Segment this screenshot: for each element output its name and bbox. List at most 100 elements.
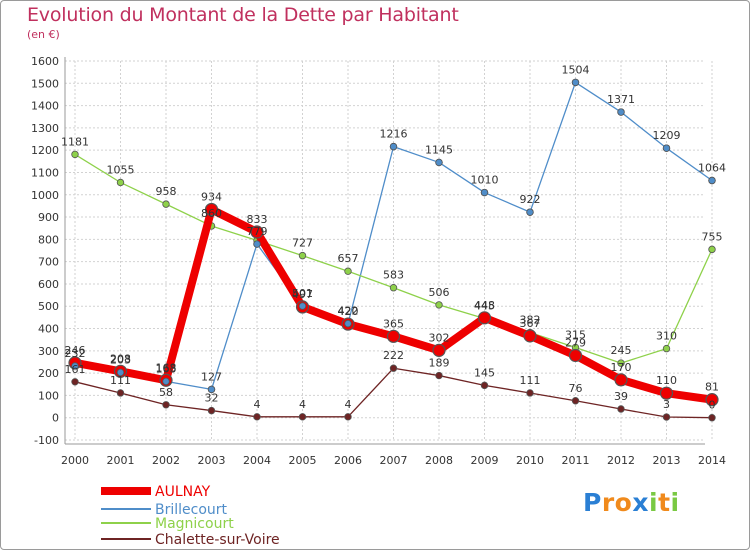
data-point [662, 344, 671, 353]
data-label: 208 [110, 352, 131, 365]
data-label: 4 [345, 398, 352, 411]
data-label: 163 [156, 362, 177, 375]
data-point [253, 240, 261, 248]
data-label: 302 [429, 331, 450, 344]
data-point [480, 381, 489, 390]
data-point [162, 377, 170, 386]
data-label: 1209 [653, 129, 681, 142]
logo-letter: o [614, 488, 633, 517]
data-point [662, 144, 671, 152]
data-point [253, 413, 261, 421]
y-tick-label: 1100 [31, 166, 59, 179]
logo-letter: i [649, 488, 659, 517]
y-tick-label: 200 [38, 367, 59, 380]
data-point [705, 393, 719, 407]
data-label: 958 [156, 185, 177, 198]
data-label: 232 [65, 347, 86, 360]
series-chalette-sur-voire [71, 364, 716, 422]
data-label: 145 [474, 366, 495, 379]
legend-label: AULNAY [155, 484, 211, 500]
x-tick-label: 2011 [562, 454, 590, 467]
x-tick-label: 2001 [107, 454, 135, 467]
data-point [207, 385, 216, 394]
data-label: 1055 [107, 164, 135, 177]
data-label: 1010 [471, 174, 499, 187]
data-label: 81 [705, 381, 719, 394]
data-label: 111 [110, 374, 131, 387]
data-label: 657 [338, 252, 359, 265]
data-point [708, 414, 716, 422]
data-point [526, 389, 534, 397]
data-point [477, 311, 492, 325]
x-tick-label: 2003 [198, 454, 226, 467]
data-point [568, 348, 583, 363]
data-label: 833 [247, 213, 268, 226]
x-tick-label: 2005 [289, 454, 317, 467]
data-point [204, 202, 219, 217]
y-tick-label: 700 [38, 256, 59, 269]
data-point [116, 389, 125, 397]
data-label: 4 [299, 398, 306, 411]
data-point [389, 142, 398, 151]
data-label: 1181 [61, 135, 89, 148]
data-label: 170 [611, 361, 632, 374]
x-tick-label: 2002 [152, 454, 180, 467]
data-point [344, 267, 352, 275]
data-point [389, 284, 398, 292]
x-tick-label: 2007 [380, 454, 408, 467]
data-label: 501 [292, 287, 313, 300]
y-tick-label: 1200 [31, 144, 59, 157]
y-tick-label: 500 [38, 300, 59, 313]
series-aulnay [68, 202, 719, 407]
chart-subtitle: (en €) [27, 28, 60, 41]
data-label: 39 [614, 390, 628, 403]
data-label: 3 [663, 398, 670, 411]
legend-label: Magnicourt [155, 516, 234, 532]
data-label: 422 [338, 305, 359, 318]
data-label: 1371 [607, 93, 635, 106]
data-label: 222 [383, 349, 404, 362]
data-label: 0 [709, 399, 716, 412]
data-label: 168 [156, 361, 177, 374]
data-point [435, 301, 443, 309]
y-tick-label: 1300 [31, 122, 59, 135]
y-tick-label: 1500 [31, 77, 59, 90]
data-point [708, 176, 716, 185]
data-label: 506 [429, 286, 450, 299]
x-tick-label: 2008 [425, 454, 453, 467]
y-tick-label: 600 [38, 278, 59, 291]
x-tick-label: 2010 [516, 454, 544, 467]
data-point [435, 158, 443, 167]
data-label: 365 [383, 317, 404, 330]
data-point [659, 386, 674, 400]
data-point [116, 368, 125, 377]
data-point [435, 371, 443, 380]
data-point [480, 188, 489, 197]
data-point [617, 108, 625, 116]
y-tick-label: 1000 [31, 189, 59, 202]
data-label: 934 [201, 190, 222, 203]
data-point [389, 364, 398, 372]
chart-title: Evolution du Montant de la Dette par Hab… [27, 4, 459, 26]
data-point [162, 401, 170, 409]
data-point [708, 245, 716, 254]
data-label: 246 [65, 344, 86, 357]
x-tick-label: 2000 [61, 454, 89, 467]
data-label: 755 [702, 230, 723, 243]
data-label: 4 [254, 398, 261, 411]
y-tick-label: 400 [38, 323, 59, 336]
data-label: 111 [520, 374, 541, 387]
data-point [432, 343, 446, 357]
data-label: 922 [520, 193, 541, 206]
data-label: 382 [520, 314, 541, 327]
y-tick-label: -100 [34, 434, 59, 447]
data-label: 189 [429, 357, 450, 370]
logo-letter: i [670, 488, 680, 517]
data-point [344, 413, 352, 421]
data-point [250, 225, 264, 239]
data-label: 779 [247, 225, 268, 238]
x-tick-label: 2004 [243, 454, 271, 467]
data-point [162, 200, 170, 208]
data-label: 203 [110, 353, 131, 366]
